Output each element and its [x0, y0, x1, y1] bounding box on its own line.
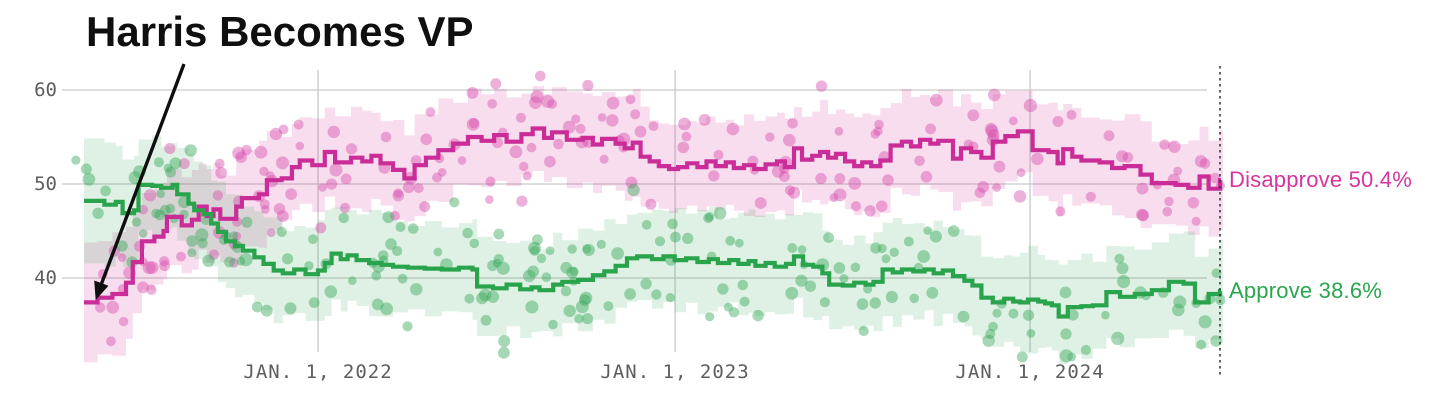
- annotation-title: Harris Becomes VP: [86, 8, 474, 55]
- x-axis-tick-jan-2023: JAN. 1, 2023: [600, 361, 750, 383]
- y-axis-tick-50: 50: [34, 173, 57, 195]
- annotation-arrow: [94, 63, 186, 300]
- approve-series-label: Approve 38.6%: [1229, 278, 1383, 304]
- gridlines: [62, 70, 1207, 352]
- trend-lines: [84, 126, 1223, 319]
- x-axis-tick-jan-2024: JAN. 1, 2024: [955, 361, 1105, 383]
- x-axis-tick-jan-2022: JAN. 1, 2022: [243, 361, 393, 383]
- y-axis-tick-60: 60: [34, 79, 57, 101]
- confidence-bands: [84, 86, 1223, 364]
- disapprove-series-label: Disapprove 50.4%: [1229, 167, 1412, 193]
- y-axis-tick-40: 40: [34, 267, 57, 289]
